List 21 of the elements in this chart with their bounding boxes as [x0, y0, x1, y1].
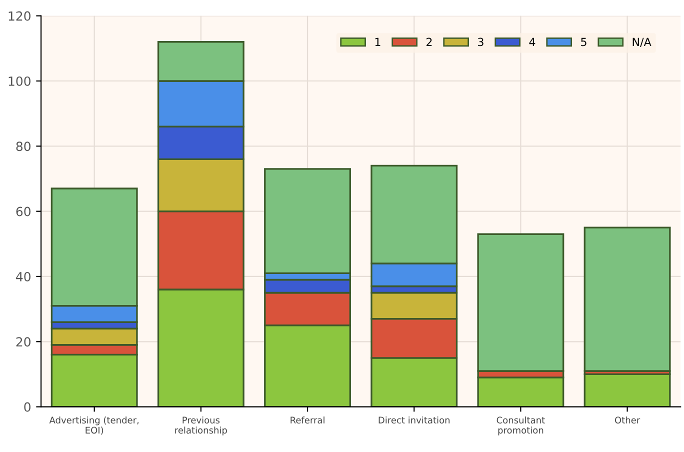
legend-label: 5 — [581, 38, 586, 46]
bar — [584, 226, 671, 372]
legend-label: N/A — [632, 38, 652, 48]
y-tick-label: 0 — [24, 402, 30, 412]
y-tick-label: 40 — [16, 272, 30, 282]
x-tick-label: Consultant promotion — [496, 416, 545, 436]
bar — [584, 373, 671, 407]
legend-label: 1 — [375, 38, 380, 46]
y-tick-label: 60 — [16, 206, 30, 216]
y-tick-label: 120 — [8, 11, 30, 21]
legend-label: 3 — [478, 38, 484, 46]
x-tick-label: Advertising (tender, EOI) — [49, 416, 139, 435]
y-tick-label: 20 — [16, 337, 30, 347]
x-tick-label: Previous relationship — [175, 416, 227, 436]
legend-label: 4 — [529, 38, 536, 46]
y-tick-label: 80 — [16, 142, 30, 152]
legend-label: 2 — [426, 38, 432, 46]
x-tick-label: Referral — [290, 416, 324, 424]
x-tick-label: Other — [614, 416, 640, 424]
y-tick-label: 100 — [8, 76, 30, 86]
x-tick-label: Direct invitation — [378, 416, 450, 424]
